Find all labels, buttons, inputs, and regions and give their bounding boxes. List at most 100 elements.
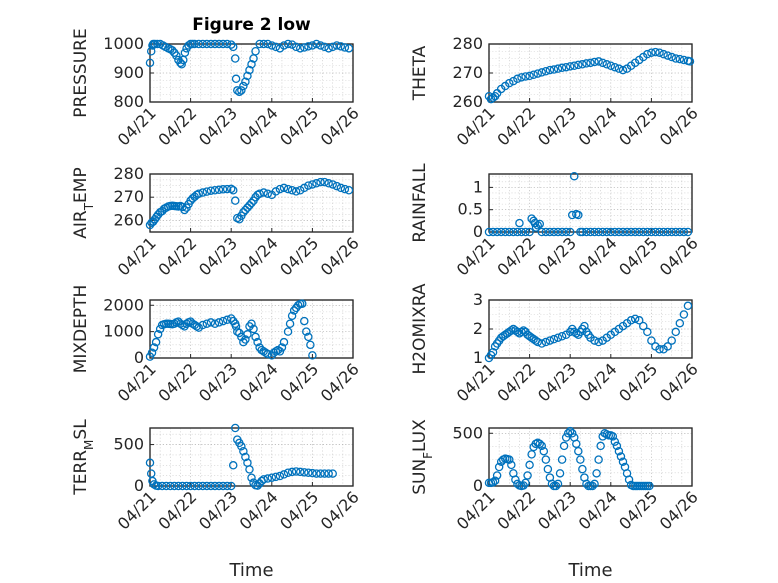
x-tick-label: 04/22 <box>493 487 539 533</box>
y-tick-label: 900 <box>113 63 144 82</box>
data-point <box>190 481 199 491</box>
data-point <box>291 42 301 52</box>
x-tick-label: 04/26 <box>656 359 702 405</box>
data-point <box>228 42 238 52</box>
data-point <box>271 347 281 356</box>
data-point <box>340 184 350 194</box>
data-point <box>259 39 268 49</box>
x-tick-label: 04/24 <box>575 359 621 405</box>
data-point <box>157 481 167 491</box>
axes-h2omixra: 12304/2104/2204/2304/2404/2504/26H2OMIXR… <box>410 283 702 405</box>
data-point <box>525 227 534 237</box>
data-point <box>598 227 607 237</box>
data-point <box>289 306 299 315</box>
data-point <box>507 326 516 335</box>
data-point <box>253 337 262 347</box>
data-point <box>590 479 599 489</box>
y-axis-label: RAINFALL <box>410 163 430 243</box>
data-point <box>541 67 551 76</box>
data-point <box>304 42 313 51</box>
data-point <box>567 429 577 438</box>
data-point <box>151 337 161 347</box>
y-tick-label: 1 <box>473 177 483 196</box>
data-point <box>145 352 155 361</box>
data-point <box>239 446 248 456</box>
data-point <box>578 464 587 474</box>
data-point <box>237 86 246 95</box>
data-point <box>344 185 354 195</box>
data-point <box>590 336 599 345</box>
data-point <box>320 42 329 52</box>
data-point <box>344 44 354 53</box>
data-point <box>235 87 244 97</box>
data-point <box>332 181 342 191</box>
data-point <box>320 469 329 478</box>
x-tick-label: 04/24 <box>236 359 282 405</box>
data-point <box>655 345 664 354</box>
data-point <box>488 347 498 357</box>
y-axis-label: AIRTEMP <box>71 167 96 238</box>
data-point <box>340 43 350 52</box>
data-point <box>304 468 313 477</box>
data-point <box>630 314 640 324</box>
data-point <box>170 481 179 491</box>
data-point <box>626 227 636 237</box>
data-point <box>521 478 530 488</box>
data-point <box>312 39 321 49</box>
x-tick-label: 04/23 <box>534 359 580 405</box>
data-point <box>198 320 208 330</box>
data-point <box>214 481 224 491</box>
data-point <box>517 73 526 82</box>
data-point <box>651 227 660 237</box>
data-point <box>624 475 634 484</box>
data-point <box>535 439 545 449</box>
data-point <box>285 319 295 328</box>
data-point <box>153 39 162 49</box>
data-point <box>149 480 159 489</box>
data-point <box>302 327 311 336</box>
data-point <box>618 457 628 466</box>
x-tick-label: 04/22 <box>154 487 200 533</box>
data-point <box>537 68 547 77</box>
data-point <box>308 180 317 189</box>
data-point <box>336 42 346 51</box>
data-point <box>610 227 620 237</box>
data-point <box>488 227 498 237</box>
data-point <box>245 465 254 474</box>
y-axis-label: H2OMIXRA <box>410 283 430 374</box>
data-point <box>570 171 579 181</box>
axes-sun_flux: 050004/2104/2204/2304/2404/2504/26SUNFLU… <box>410 419 702 581</box>
x-tick-label: 04/24 <box>236 487 282 533</box>
data-point <box>237 441 246 451</box>
data-point <box>675 227 685 237</box>
data-point <box>245 65 254 75</box>
data-point <box>202 187 212 196</box>
data-point <box>241 452 250 462</box>
data-point <box>210 319 220 328</box>
data-point <box>277 343 287 352</box>
data-point <box>513 227 522 237</box>
data-point <box>507 460 516 470</box>
data-point <box>488 478 498 487</box>
axes-root: 800900100004/2104/2204/2304/2404/2504/26… <box>71 15 702 581</box>
data-point <box>300 316 309 326</box>
data-point <box>214 318 224 327</box>
data-point <box>557 63 567 73</box>
x-tick-label: 04/22 <box>154 233 200 279</box>
data-point <box>312 469 321 478</box>
data-point <box>622 227 632 237</box>
data-point <box>150 39 160 49</box>
data-point <box>523 471 532 480</box>
data-point <box>222 481 232 491</box>
data-point <box>643 49 652 59</box>
x-tick-label: 04/25 <box>615 233 661 279</box>
data-point <box>206 186 216 195</box>
data-point <box>647 227 656 237</box>
data-point <box>255 189 264 198</box>
data-point <box>243 330 252 339</box>
data-point <box>616 452 626 461</box>
axes-pressure: 800900100004/2104/2204/2304/2404/2504/26… <box>71 15 363 149</box>
data-point <box>306 340 315 350</box>
data-point <box>639 227 648 237</box>
